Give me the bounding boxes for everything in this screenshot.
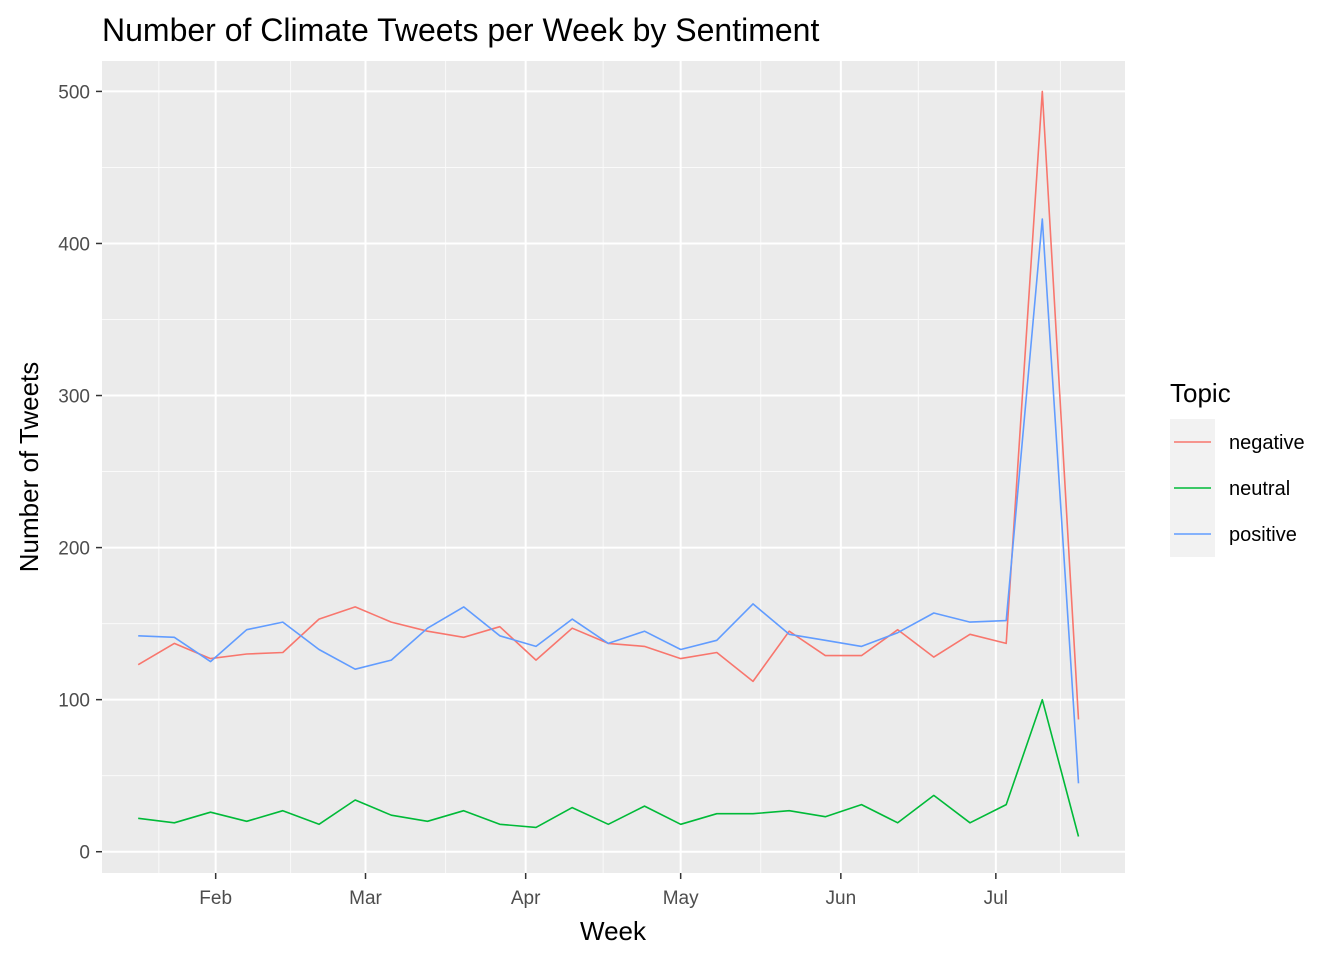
x-tick-label: Jun [826,888,857,909]
x-tick-label: Feb [199,888,232,909]
major-gridlines [102,61,1125,873]
y-axis-title: Number of Tweets [14,362,44,573]
legend-label-neutral: neutral [1229,478,1290,500]
series-line-positive [138,218,1080,784]
series-line-neutral [138,698,1080,837]
y-tick-label: 500 [58,82,90,103]
legend-label-negative: negative [1229,432,1305,454]
x-tick-label: Mar [349,888,382,909]
plot-panel [102,61,1125,873]
chart-title: Number of Climate Tweets per Week by Sen… [102,12,819,48]
legend: Topic negative neutral positive [1170,378,1305,557]
legend-label-positive: positive [1229,524,1297,546]
x-axis-title: Week [580,916,647,946]
y-tick-label: 0 [79,843,90,864]
series-lines [137,90,1080,837]
x-tick-label: May [663,888,699,909]
y-tick-label: 400 [58,234,90,255]
y-tick-label: 200 [58,539,90,560]
y-axis-ticks: 0 100 200 300 400 500 [58,82,102,864]
legend-items: negative neutral positive [1170,419,1305,557]
legend-title: Topic [1170,378,1231,408]
y-tick-label: 300 [58,387,90,408]
x-tick-label: Jul [984,888,1008,909]
x-tick-label: Apr [511,888,541,909]
x-axis-ticks: Feb Mar Apr May Jun Jul [199,873,1008,909]
y-tick-label: 100 [58,691,90,712]
